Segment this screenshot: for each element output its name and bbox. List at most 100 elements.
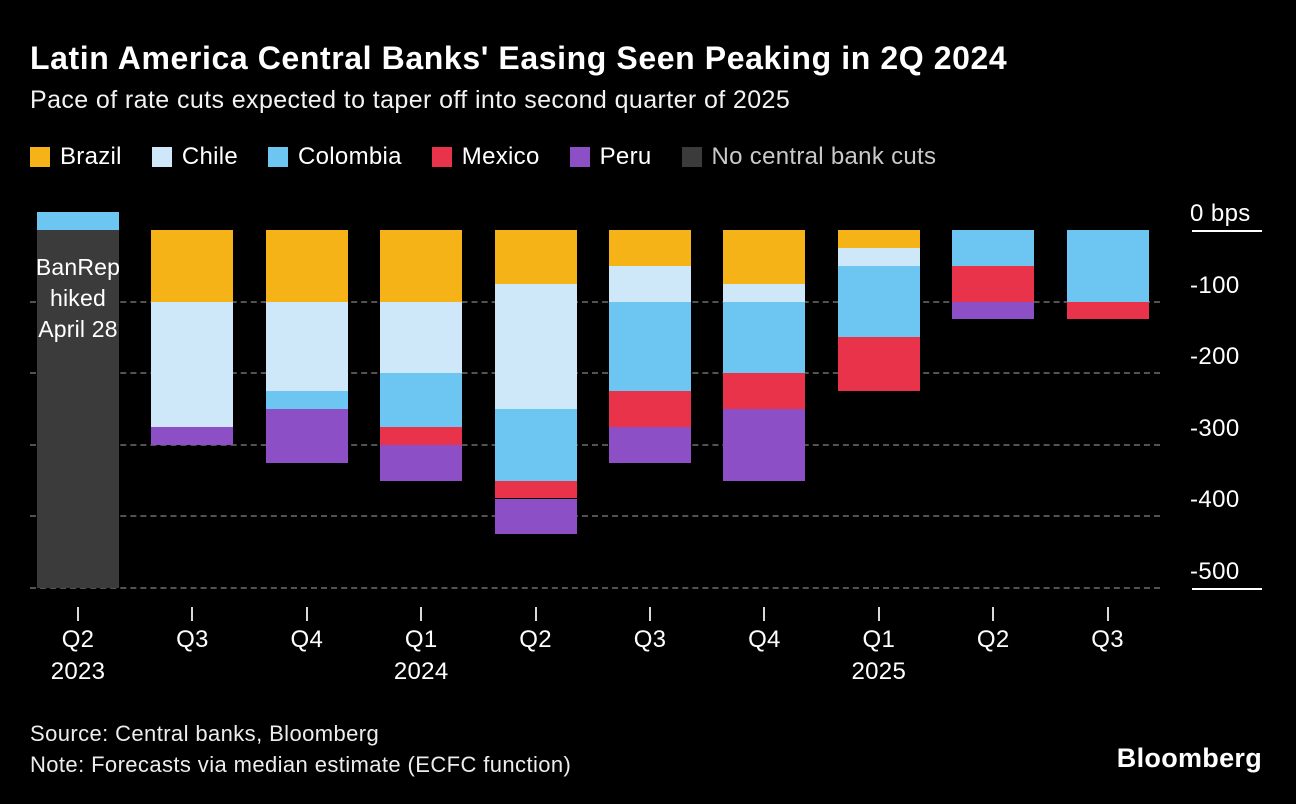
bar-chile-q2-2024 — [494, 283, 577, 409]
bar-colombia-q3-2025 — [1066, 230, 1149, 302]
bar-brazil-q4-2024 — [723, 230, 806, 284]
legend-swatch — [30, 147, 50, 167]
gridline — [30, 300, 1160, 303]
y-axis-label: -300 — [1190, 414, 1240, 442]
legend-item-brazil: Brazil — [30, 143, 122, 171]
legend-label: No central bank cuts — [711, 143, 937, 170]
x-axis-label: Q1 — [404, 626, 438, 653]
x-axis-year-label: 2023 — [50, 658, 106, 685]
bar-peru-q2-2025 — [952, 301, 1035, 320]
bar-chile-q1-2025 — [837, 247, 920, 266]
bar-peru-q4-2023 — [265, 409, 348, 463]
bar-brazil-q3-2024 — [609, 230, 691, 266]
bar-chile-q4-2024 — [723, 283, 806, 302]
legend: Brazil Chile Colombia Mexico Peru No central … — [30, 143, 936, 171]
x-axis-tick — [877, 607, 880, 621]
bar-colombia-q1-2025 — [837, 265, 920, 338]
x-axis-tick — [305, 607, 308, 621]
legend-swatch — [431, 147, 452, 167]
x-axis-label: Q3 — [176, 626, 209, 653]
chart-subtitle: Pace of rate cuts expected to taper off … — [30, 86, 791, 114]
x-axis-label: Q3 — [633, 626, 667, 653]
bar-no-central-bank-cuts-q2-2023 — [37, 230, 119, 588]
x-axis-year-label: 2024 — [393, 658, 449, 685]
x-axis-label: Q3 — [1091, 626, 1124, 653]
bar-colombia-q2-2024 — [494, 409, 577, 481]
legend-label: Colombia — [298, 143, 402, 170]
legend-item-colombia: Colombia — [268, 143, 402, 171]
bar-colombia-q2-2025 — [952, 230, 1035, 266]
x-axis-tick — [649, 607, 651, 621]
legend-swatch — [681, 147, 702, 167]
x-axis-tick — [77, 607, 79, 621]
bar-mexico-q1-2024 — [380, 426, 463, 445]
banrep-annotation: BanRep hiked April 28 — [35, 254, 121, 342]
bar-colombia-q4-2024 — [723, 301, 806, 374]
legend-label: Brazil — [60, 143, 122, 170]
bar-chile-q1-2024 — [380, 301, 463, 374]
note-text: Note: Forecasts via median estimate (ECF… — [30, 752, 572, 777]
bar-chile-q3-2024 — [609, 265, 691, 302]
bar-colombia-q4-2023 — [265, 391, 348, 409]
x-axis-label: Q4 — [748, 626, 781, 653]
x-axis-label: Q2 — [976, 626, 1010, 653]
y-axis-label: -400 — [1190, 486, 1240, 514]
x-axis-year-label: 2025 — [851, 658, 907, 685]
x-axis-tick — [763, 607, 766, 621]
y-axis-label: 0 bps — [1190, 200, 1251, 227]
legend-item-chile: Chile — [151, 143, 239, 171]
gridline — [30, 443, 1160, 446]
bar-brazil-q1-2025 — [837, 230, 920, 248]
legend-item-peru: Peru — [569, 143, 652, 171]
source-text: Source: Central banks, Bloomberg — [30, 721, 380, 746]
bar-brazil-q4-2023 — [265, 230, 348, 302]
bar-peru-q3-2024 — [609, 426, 691, 463]
axis-line — [1192, 230, 1262, 232]
chart-title: Latin America Central Banks' Easing Seen… — [30, 40, 1008, 76]
axis-line — [1192, 588, 1262, 590]
x-axis-tick — [1106, 607, 1109, 621]
bar-chile-q3-2023 — [151, 301, 234, 427]
bar-colombia-q2-2023 — [37, 212, 119, 230]
x-axis-label: Q2 — [61, 626, 95, 653]
bar-mexico-q3-2024 — [609, 391, 691, 427]
x-axis-tick — [420, 607, 423, 621]
x-axis-label: Q1 — [862, 626, 896, 653]
y-axis-label: -500 — [1190, 558, 1240, 585]
bar-peru-q3-2023 — [151, 426, 234, 445]
bar-mexico-q2-2024 — [494, 480, 577, 499]
gridline — [30, 372, 1160, 375]
bar-brazil-q3-2023 — [151, 230, 234, 302]
legend-item-no-central-bank-cuts: No central bank cuts — [681, 143, 937, 171]
legend-swatch — [569, 147, 590, 167]
bar-brazil-q2-2024 — [494, 230, 577, 284]
legend-swatch — [268, 147, 289, 167]
bloomberg-logo: Bloomberg — [1116, 743, 1262, 773]
legend-label: Peru — [599, 143, 652, 170]
x-axis-label: Q4 — [290, 626, 324, 653]
bar-colombia-q1-2024 — [380, 373, 463, 427]
bar-mexico-q1-2025 — [837, 337, 920, 392]
bar-colombia-q3-2024 — [609, 301, 691, 392]
bar-chile-q4-2023 — [265, 301, 348, 392]
gridline — [30, 515, 1160, 518]
legend-item-mexico: Mexico — [431, 143, 540, 171]
bar-peru-q4-2024 — [723, 409, 806, 481]
x-axis-tick — [191, 607, 194, 621]
legend-label: Chile — [181, 143, 239, 170]
y-axis-label: -200 — [1190, 343, 1240, 371]
x-axis-label: Q2 — [519, 626, 552, 653]
y-axis-label: -100 — [1190, 271, 1240, 299]
bar-peru-q2-2024 — [494, 498, 577, 535]
bar-brazil-q1-2024 — [380, 230, 463, 302]
x-axis-tick — [534, 607, 537, 621]
gridline — [30, 587, 1160, 589]
bar-mexico-q4-2024 — [723, 373, 806, 409]
x-axis-tick — [992, 607, 995, 621]
legend-label: Mexico — [461, 143, 540, 170]
bar-mexico-q3-2025 — [1066, 301, 1149, 320]
bar-mexico-q2-2025 — [952, 265, 1035, 302]
bar-peru-q1-2024 — [380, 444, 463, 481]
